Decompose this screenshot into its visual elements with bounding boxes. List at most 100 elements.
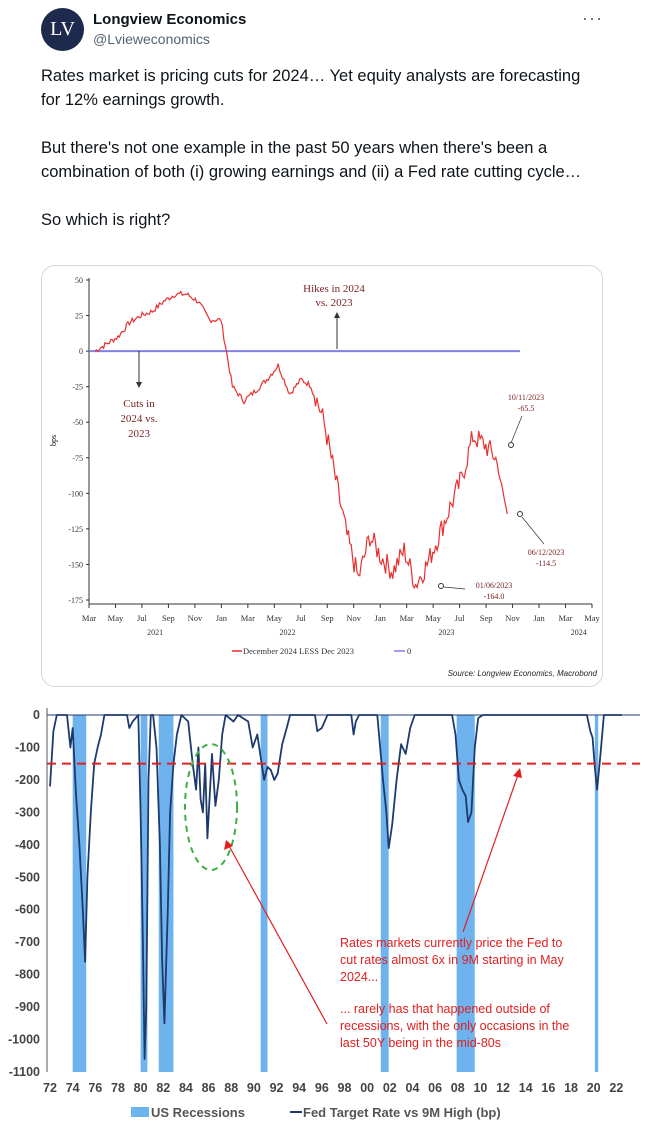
year-label: 2023 xyxy=(438,628,454,637)
tweet-paragraph-1: Rates market is pricing cuts for 2024… Y… xyxy=(41,67,581,109)
recession-bar xyxy=(380,715,389,1072)
x-tick-label: 20 xyxy=(587,1081,601,1095)
x-tick-label: Jul xyxy=(137,613,148,623)
chart-fed-svg: 0 -100 -200 -300 -400 -500 -600 -700 -800 -900 -10… xyxy=(8,708,640,1120)
annotation-text-1: Rates markets currently price the Fed to… xyxy=(340,936,567,984)
y-tick-label: -75 xyxy=(72,454,83,463)
y-tick-label: -50 xyxy=(72,418,83,427)
y-tick-label: -200 xyxy=(15,773,40,787)
x-tick-label: Nov xyxy=(346,613,361,623)
x-tick-label: Nov xyxy=(188,613,203,623)
y-axis-label: bps xyxy=(49,435,58,446)
y-tick-label: -100 xyxy=(68,489,83,498)
recession-bar xyxy=(456,715,475,1072)
annotation-oct-date: 10/11/2023 xyxy=(508,393,544,402)
x-tick-label: May xyxy=(267,613,283,623)
x-tick-label: Mar xyxy=(241,613,255,623)
y-tick-label: -600 xyxy=(15,903,40,917)
annotation-oct-value: -65.5 xyxy=(518,404,535,413)
series-line-dec24-less-dec23 xyxy=(94,290,508,590)
y-tick-label: -900 xyxy=(15,1000,40,1014)
annotation-jun-date: 01/06/2023 xyxy=(476,581,512,590)
y-tick-label: -300 xyxy=(15,805,40,819)
x-tick-label: Nov xyxy=(505,613,520,623)
annotation-cuts-line3: 2023 xyxy=(128,428,151,440)
jun-leader xyxy=(443,586,466,590)
y-tick-label: -700 xyxy=(15,935,40,949)
y-tick-label: 25 xyxy=(75,312,83,321)
x-tick-label: 18 xyxy=(564,1081,578,1095)
x-tick-label: Mar xyxy=(400,613,414,623)
marker-jun xyxy=(438,583,444,589)
annotation-hikes-line1: Hikes in 2024 xyxy=(303,283,365,295)
mid-80s-highlight xyxy=(184,743,238,871)
annotation-jun-value: -164.0 xyxy=(484,592,505,601)
annotation-arrow-1-head xyxy=(224,840,233,850)
y-tick-label: -400 xyxy=(15,838,40,852)
y-tick-label: -125 xyxy=(68,525,83,534)
tweet-paragraph-2: But there's not one example in the past … xyxy=(41,139,582,181)
x-tick-label: 78 xyxy=(111,1081,125,1095)
y-tick-label: -25 xyxy=(72,383,83,392)
y-tick-label: 0 xyxy=(33,708,40,722)
avatar[interactable]: LV xyxy=(41,8,84,51)
year-label: 2022 xyxy=(280,628,296,637)
legend-swatch-recessions xyxy=(131,1107,149,1117)
user-handle[interactable]: @Lvieweconomics xyxy=(93,31,210,47)
y-tick-label: 0 xyxy=(79,347,83,356)
annotation-arrow-2 xyxy=(462,771,520,933)
y-tick-label: -500 xyxy=(15,870,40,884)
chart-rates-image[interactable]: 50 25 0 -25 -50 -75 -100 -125 -150 -175 Mar May Jul… xyxy=(41,265,603,687)
x-tick-label: May xyxy=(425,613,441,623)
x-tick-label: Mar xyxy=(82,613,96,623)
x-tick-label: 16 xyxy=(541,1081,555,1095)
display-name[interactable]: Longview Economics xyxy=(93,11,247,28)
x-tick-label: 08 xyxy=(451,1081,465,1095)
chart-fed-target-rate[interactable]: 0 -100 -200 -300 -400 -500 -600 -700 -800 -900 -10… xyxy=(0,694,645,1123)
legend-recessions-label: US Recessions xyxy=(151,1105,245,1120)
recession-bar xyxy=(140,715,148,1072)
x-tick-label: 12 xyxy=(496,1081,510,1095)
y-tick-label: -1000 xyxy=(8,1033,40,1047)
x-tick-label: Jan xyxy=(216,613,228,623)
chart-rates: 50 25 0 -25 -50 -75 -100 -125 -150 -175 Mar May Jul… xyxy=(49,276,601,678)
more-options-icon[interactable]: ··· xyxy=(582,8,603,28)
x-tick-label: Sep xyxy=(480,613,493,623)
year-label: 2021 xyxy=(147,628,163,637)
x-tick-label: 76 xyxy=(88,1081,102,1095)
x-tick-label: Mar xyxy=(558,613,572,623)
x-tick-label: 98 xyxy=(338,1081,352,1095)
annotation-arrow-2-head xyxy=(513,768,522,778)
annotation-cuts-line1: Cuts in xyxy=(123,398,155,410)
x-tick-label: 00 xyxy=(360,1081,374,1095)
x-tick-label: 80 xyxy=(134,1081,148,1095)
x-tick-label: Sep xyxy=(162,613,175,623)
x-tick-label: 74 xyxy=(66,1081,80,1095)
x-tick-label: 04 xyxy=(406,1081,420,1095)
annotation-dec-date: 06/12/2023 xyxy=(528,548,564,557)
x-tick-label: 88 xyxy=(224,1081,238,1095)
y-tick-label: 50 xyxy=(75,276,83,285)
x-tick-label: May xyxy=(584,613,600,623)
x-tick-label: Jul xyxy=(296,613,307,623)
x-tick-label: 22 xyxy=(609,1081,623,1095)
legend-series-label: December 2024 LESS Dec 2023 xyxy=(243,646,354,656)
x-tick-label: 10 xyxy=(473,1081,487,1095)
recession-bar xyxy=(594,715,599,1072)
hikes-arrow-head xyxy=(334,312,340,318)
legend-fed-label: Fed Target Rate vs 9M High (bp) xyxy=(303,1105,501,1120)
annotation-dec-value: -114.5 xyxy=(536,559,556,568)
x-tick-label: 82 xyxy=(156,1081,170,1095)
annotation-hikes-line2: vs. 2023 xyxy=(315,297,353,309)
oct-leader xyxy=(510,415,523,444)
x-tick-label: 94 xyxy=(292,1081,306,1095)
annotation-cuts-line2: 2024 vs. xyxy=(120,413,158,425)
marker-dec xyxy=(517,511,523,517)
x-tick-label: Sep xyxy=(321,613,334,623)
legend-zero-label: 0 xyxy=(407,646,411,656)
x-tick-label: Jan xyxy=(533,613,545,623)
series-fed-target-rate xyxy=(49,714,622,1060)
annotation-text-2: ... rarely has that happened outside of … xyxy=(340,1002,573,1050)
x-tick-label: 72 xyxy=(43,1081,57,1095)
x-tick-label: 86 xyxy=(202,1081,216,1095)
